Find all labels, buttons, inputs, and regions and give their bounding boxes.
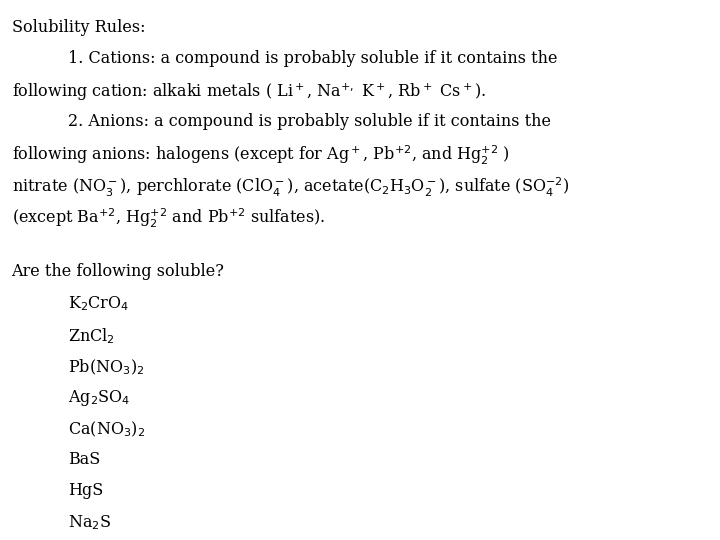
Text: Are the following soluble?: Are the following soluble? xyxy=(12,263,225,280)
Text: Pb(NO$_3$)$_2$: Pb(NO$_3$)$_2$ xyxy=(68,357,145,376)
Text: Solubility Rules:: Solubility Rules: xyxy=(12,19,145,36)
Text: Ca(NO$_3$)$_2$: Ca(NO$_3$)$_2$ xyxy=(68,420,145,439)
Text: HgS: HgS xyxy=(68,482,104,500)
Text: following cation: alkaki metals ( Li$^+$, Na$^{+,}$ K$^+$, Rb$^+$ Cs$^+$).: following cation: alkaki metals ( Li$^+$… xyxy=(12,82,485,103)
Text: K$_2$CrO$_4$: K$_2$CrO$_4$ xyxy=(68,294,130,313)
Text: Ag$_2$SO$_4$: Ag$_2$SO$_4$ xyxy=(68,388,131,408)
Text: 2. Anions: a compound is probably soluble if it contains the: 2. Anions: a compound is probably solubl… xyxy=(68,113,552,130)
Text: Na$_2$S: Na$_2$S xyxy=(68,514,112,532)
Text: BaS: BaS xyxy=(68,451,101,468)
Text: 1. Cations: a compound is probably soluble if it contains the: 1. Cations: a compound is probably solub… xyxy=(68,50,558,67)
Text: nitrate (NO$_3^-$), perchlorate (ClO$_4^-$), acetate(C$_2$H$_3$O$_2^-$), sulfate: nitrate (NO$_3^-$), perchlorate (ClO$_4^… xyxy=(12,176,569,199)
Text: following anions: halogens (except for Ag$^+$, Pb$^{+2}$, and Hg$_2^{+2}$ ): following anions: halogens (except for A… xyxy=(12,144,509,167)
Text: ZnCl$_2$: ZnCl$_2$ xyxy=(68,326,115,346)
Text: (except Ba$^{+2}$, Hg$_2^{+2}$ and Pb$^{+2}$ sulfates).: (except Ba$^{+2}$, Hg$_2^{+2}$ and Pb$^{… xyxy=(12,207,325,230)
